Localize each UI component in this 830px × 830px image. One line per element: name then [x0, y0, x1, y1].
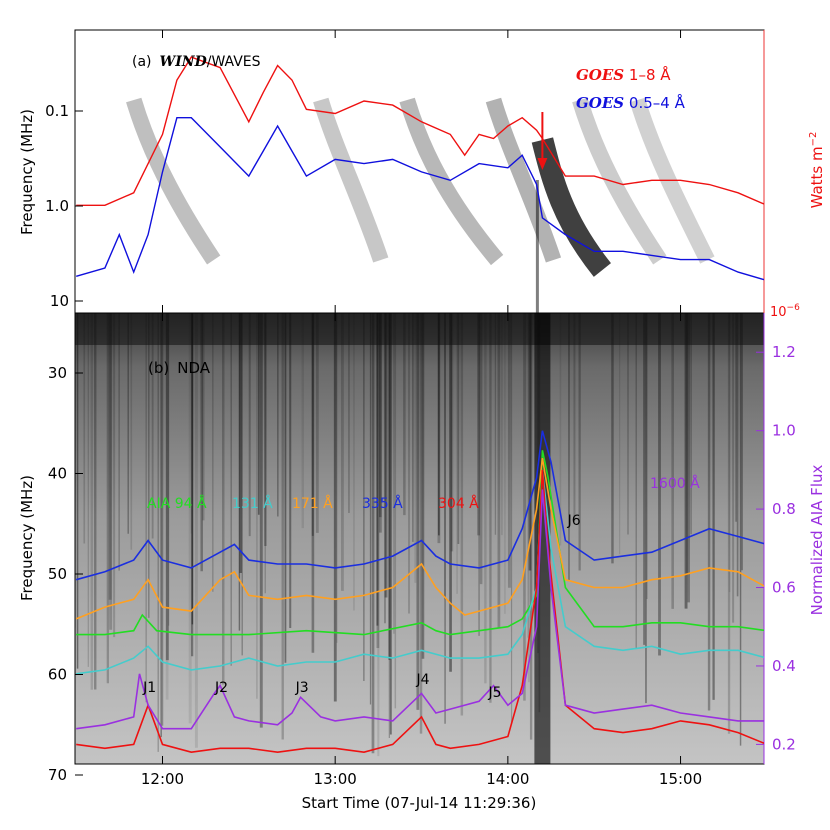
aia-series-line-4 — [76, 469, 764, 754]
legend-goes-1-8: GOES 1–8 Å — [576, 65, 671, 84]
burst-label-j4: J4 — [416, 672, 430, 688]
panel-a-ylabel: Frequency (MHz) — [18, 109, 36, 235]
legend-aia-171: 171 Å — [292, 495, 333, 512]
x-tick-label: 15:00 — [659, 770, 702, 788]
axes: 12:00 13:00 14:00 15:00 0.1 1.0 10 30 40 50 60 70 0.… — [45, 30, 796, 788]
aia-legend: AIA 94 Å 131 Å 171 Å 335 Å 304 Å 1600 Å — [147, 475, 700, 512]
burst-label-j2: J2 — [214, 680, 228, 696]
panel-a-y-tick-label: 0.1 — [45, 102, 69, 120]
panel-b-y-tick-label: 40 — [48, 465, 67, 483]
aia-series-line-2 — [75, 457, 764, 620]
x-tick-label: 13:00 — [314, 770, 357, 788]
panel-a-y-tick-label: 1.0 — [45, 197, 69, 215]
spectrogram-streak — [313, 97, 389, 263]
panel-b-instrument-label: (b) NDA — [148, 359, 211, 377]
panel-b-ylabel: Frequency (MHz) — [18, 475, 36, 601]
burst-label-j3: J3 — [295, 680, 309, 696]
panel-b-y2-tick-label: 0.6 — [772, 579, 796, 597]
burst-label-j5: J5 — [487, 685, 501, 701]
panel-b-y2-tick-label: 0.2 — [772, 735, 796, 753]
panel-a-instrument-label: (a) WIND/WAVES — [132, 54, 261, 70]
spectrogram-streak — [399, 97, 504, 266]
xlabel: Start Time (07-Jul-14 11:29:36) — [302, 794, 537, 812]
spectrogram-type-iii-burst — [531, 137, 612, 277]
burst-label-j1: J1 — [142, 680, 156, 696]
aia-series-line-1 — [76, 469, 764, 675]
aia-series-line-5 — [76, 489, 764, 730]
panel-a-y2-min-label: 10−6 — [770, 303, 800, 320]
spectrogram-top-band — [75, 313, 764, 345]
spectrogram-streak — [572, 97, 667, 265]
spectrogram-flare-band — [534, 313, 551, 764]
arrow-annotation — [537, 112, 548, 170]
panel-b-y2label: Normalized AIA Flux — [808, 465, 826, 616]
panel-b-series — [75, 430, 764, 754]
burst-labels: J1 J2 J3 J4 J5 J6 — [142, 513, 581, 701]
panel-b-spectrogram — [75, 313, 764, 764]
panel-b-y-tick-label: 50 — [48, 565, 67, 583]
x-tick-label: 12:00 — [141, 770, 184, 788]
legend-aia-304: 304 Å — [438, 495, 479, 512]
legend-aia-131: 131 Å — [232, 495, 273, 512]
goes-series-line-0 — [76, 56, 764, 207]
panel-a-y-tick-label: 10 — [50, 292, 69, 310]
legend-aia-335: 335 Å — [362, 495, 403, 512]
aia-series-line-0 — [76, 450, 764, 636]
panel-b-y2-tick-label: 0.8 — [772, 500, 796, 518]
goes-series-line-1 — [76, 116, 764, 281]
burst-label-j6: J6 — [567, 513, 581, 529]
legend-aia-94: AIA 94 Å — [147, 495, 207, 512]
panel-b-background — [75, 313, 764, 764]
spectrogram-streak — [485, 97, 562, 263]
arrow-head — [537, 158, 548, 170]
spectrogram-streak — [126, 97, 221, 265]
panel-a-series — [76, 56, 764, 281]
legend-aia-1600: 1600 Å — [650, 475, 700, 492]
panel-b-y-tick-label: 60 — [48, 666, 67, 684]
panel-b-y2-tick-label: 0.4 — [772, 657, 796, 675]
panel-b-y-tick-label: 70 — [48, 766, 67, 784]
panel-b-y2-tick-label: 1.0 — [772, 422, 796, 440]
aia-series-line-3 — [75, 430, 764, 581]
panel-b-y-tick-label: 30 — [48, 364, 67, 382]
panel-a-y2label: Watts m−2 — [808, 132, 826, 209]
panel-a-spectrogram — [126, 97, 715, 313]
spectrogram-streak — [629, 97, 715, 264]
x-tick-label: 14:00 — [486, 770, 529, 788]
legend-goes-05-4: GOES 0.5–4 Å — [576, 93, 686, 112]
panel-b-y2-tick-label: 1.2 — [772, 343, 796, 361]
